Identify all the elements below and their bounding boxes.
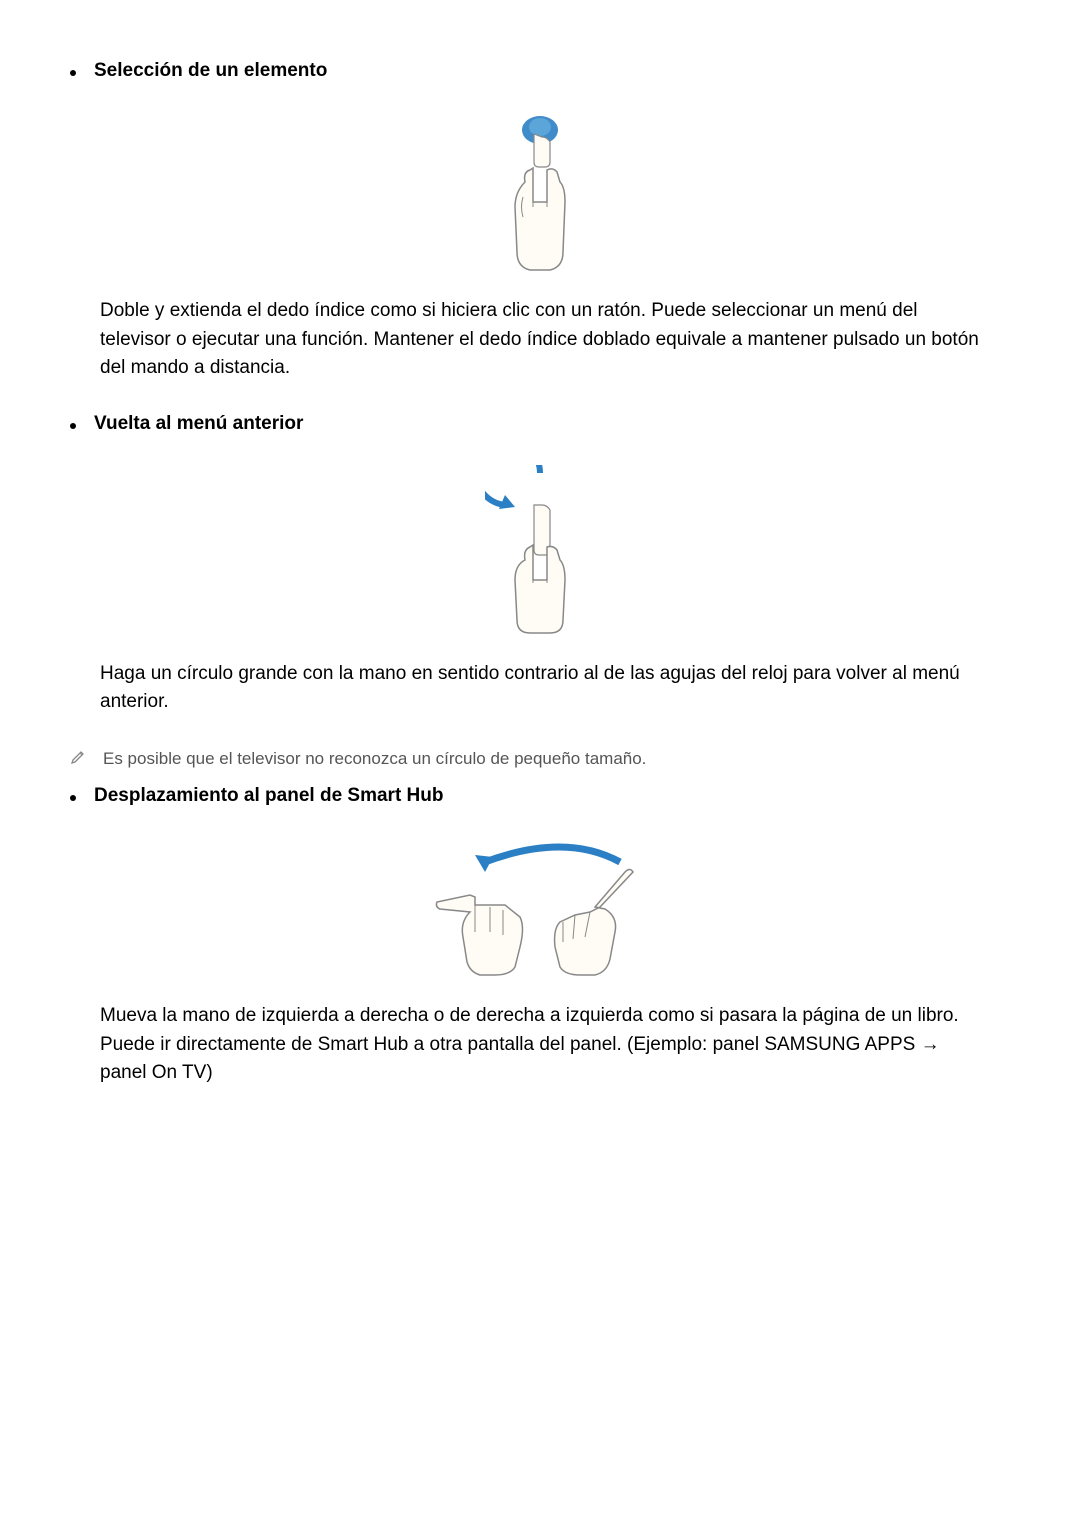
right-hand (555, 870, 633, 976)
section-description: Haga un círculo grande con la mano en se… (100, 660, 990, 717)
bullet-title-row: Desplazamiento al panel de Smart Hub (70, 785, 1010, 807)
section-smarthub-scroll: Desplazamiento al panel de Smart Hub Mue… (70, 785, 1010, 1088)
section-select-element: Selección de un elemento Doble y extiend… (70, 60, 1010, 383)
gesture-image-back (70, 465, 1010, 635)
bullet-dot (70, 70, 76, 76)
bullet-title-row: Vuelta al menú anterior (70, 413, 1010, 435)
hand-swipe-gesture-icon (425, 837, 655, 977)
section-title: Desplazamiento al panel de Smart Hub (94, 785, 443, 807)
section-back-menu: Vuelta al menú anterior Haga un círculo … (70, 413, 1010, 717)
hand-pointing-click-icon (495, 112, 585, 272)
section-description: Doble y extienda el dedo índice como si … (100, 297, 990, 383)
bullet-title-row: Selección de un elemento (70, 60, 1010, 82)
section-title: Vuelta al menú anterior (94, 413, 303, 435)
section-title: Selección de un elemento (94, 60, 327, 82)
gesture-image-select (70, 112, 1010, 272)
hand-circle-gesture-icon (485, 465, 595, 635)
note-row: Es posible que el televisor no reconozca… (70, 747, 1010, 771)
left-hand (436, 895, 522, 975)
bullet-dot (70, 795, 76, 801)
bullet-dot (70, 423, 76, 429)
section-description: Mueva la mano de izquierda a derecha o d… (100, 1002, 990, 1088)
note-text: Es posible que el televisor no reconozca… (103, 747, 646, 771)
pencil-note-icon (70, 749, 86, 765)
gesture-image-swipe (70, 837, 1010, 977)
